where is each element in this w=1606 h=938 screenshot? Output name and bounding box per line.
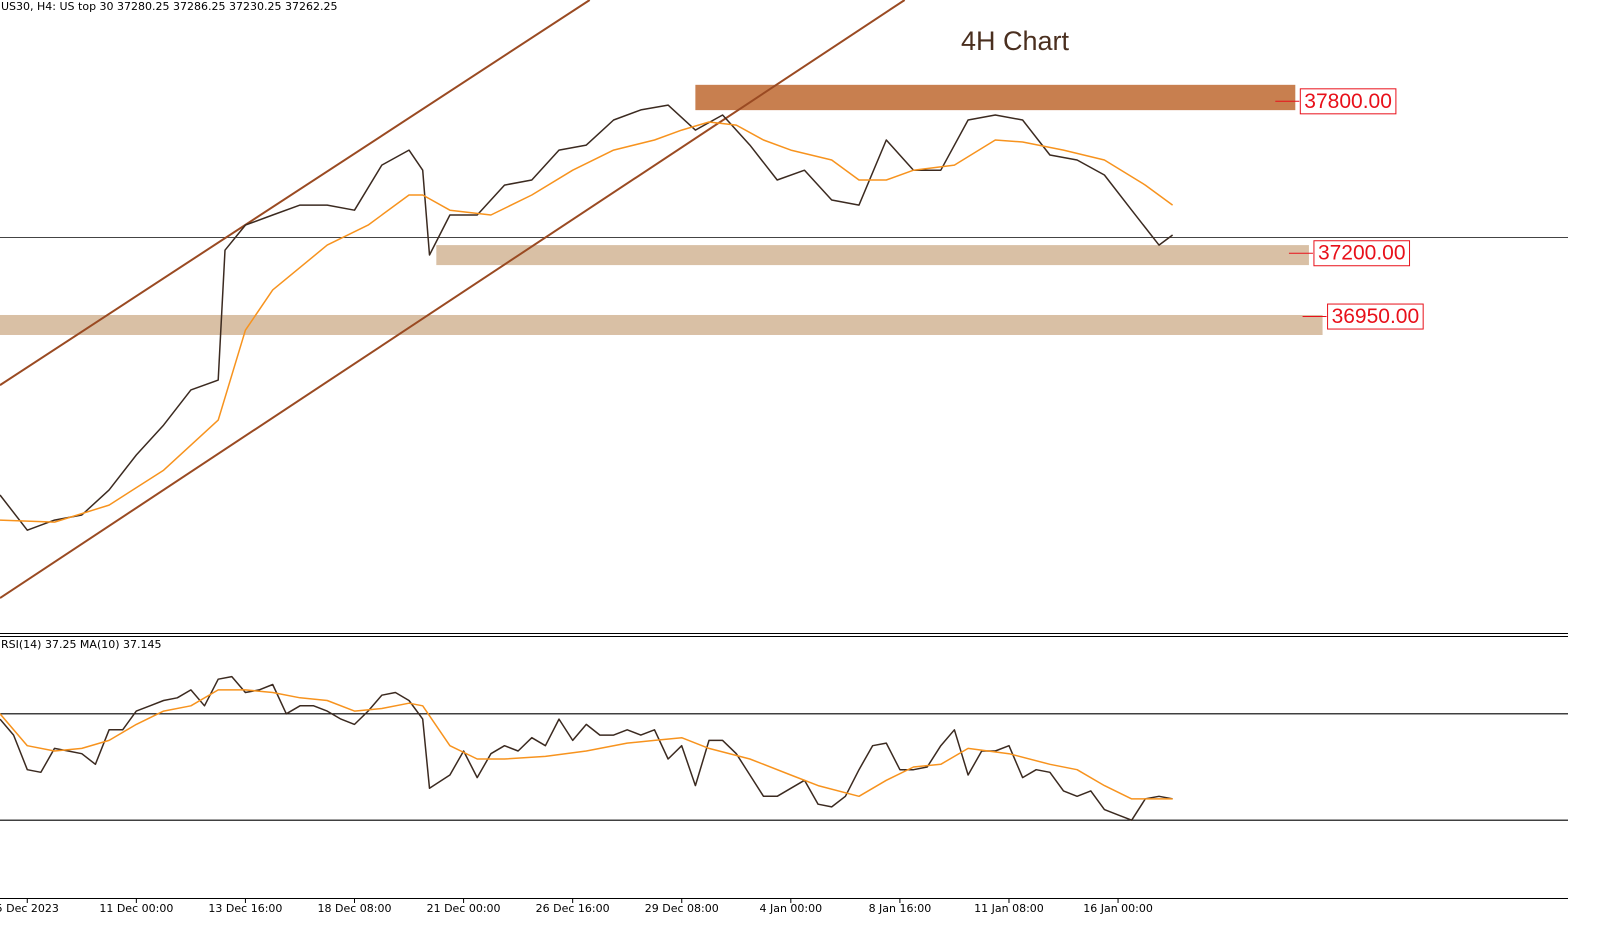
series-line xyxy=(0,689,1173,800)
zone-label-box xyxy=(1313,240,1411,267)
zones xyxy=(0,84,1323,335)
x-tick-label: 8 Jan 16:00 xyxy=(869,902,932,915)
zone xyxy=(695,84,1296,111)
lines xyxy=(0,0,1568,821)
x-tick-label: 16 Jan 00:00 xyxy=(1083,902,1153,915)
x-tick-label: 11 Jan 08:00 xyxy=(974,902,1044,915)
zone-label-box xyxy=(1327,303,1424,330)
chart-header: US30, H4: US top 30 37280.25 37286.25 37… xyxy=(1,0,337,13)
x-tick-label: 4 Jan 00:00 xyxy=(759,902,822,915)
zone-label-box xyxy=(1299,88,1397,115)
zone-label: 37200.00 xyxy=(1318,242,1406,265)
x-tick-label: 21 Dec 00:00 xyxy=(427,902,501,915)
zone-label: 36950.00 xyxy=(1332,305,1420,328)
chart-title: 4H Chart xyxy=(961,26,1070,56)
series-line xyxy=(0,104,1174,531)
labels: 37800.00 37200.00 36950.00 5 Dec 2023 11 Dec… xyxy=(0,88,1424,915)
zone xyxy=(0,314,1323,335)
indicator-header: RSI(14) 37.25 MA(10) 37.145 xyxy=(1,638,162,651)
trend-channel-line xyxy=(0,0,906,599)
zone xyxy=(436,245,1309,266)
series-line xyxy=(0,675,1173,821)
x-tick-label: 26 Dec 16:00 xyxy=(536,902,610,915)
series-line xyxy=(0,121,1174,523)
zone-label: 37800.00 xyxy=(1304,90,1392,113)
x-tick-label: 11 Dec 00:00 xyxy=(99,902,173,915)
x-tick-label: 29 Dec 08:00 xyxy=(645,902,719,915)
trend-channel-line xyxy=(0,0,591,386)
x-tick-label: 5 Dec 2023 xyxy=(0,902,59,915)
x-tick-label: 18 Dec 08:00 xyxy=(318,902,392,915)
x-tick-label: 13 Dec 16:00 xyxy=(208,902,282,915)
